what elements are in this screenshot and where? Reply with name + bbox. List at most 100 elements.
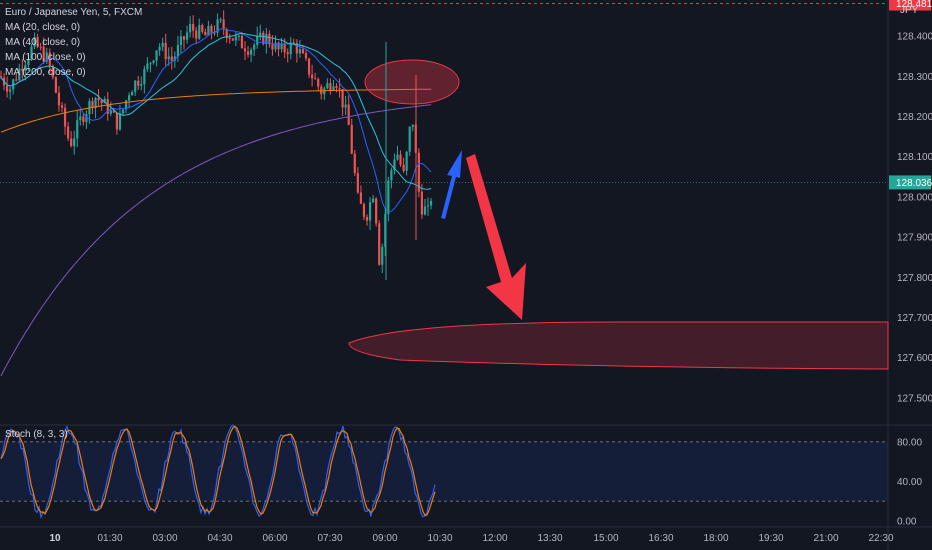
ma100-line [0,88,432,133]
candle-body [170,56,173,61]
candle-body [265,33,268,45]
candle-body [106,99,109,114]
candle-body [429,200,433,206]
time-tick-label: 22:30 [868,533,893,544]
candle-body [213,32,216,34]
candle-body [73,138,76,147]
candle-body [185,32,189,40]
candle-body [396,154,399,160]
candle-body [393,159,396,171]
candle-body [250,49,253,55]
resistance-ellipse [364,59,460,105]
candle-body [338,88,341,90]
candle-body [277,42,280,50]
candle-body [60,105,64,108]
stoch-tick-label: 0.00 [897,517,917,528]
candle-body [121,109,125,114]
price-tick-label: 128.000 [897,192,932,203]
candle-body [161,42,164,47]
candle-body [167,56,170,60]
candle-body [143,69,146,85]
candle-body [30,46,33,60]
price-tick-label: 128.200 [897,112,932,123]
stoch-tick-label: 80.00 [897,437,922,448]
candle-body [155,50,158,61]
price-tick-label: 128.100 [897,152,932,163]
candle-body [57,92,61,106]
legend-ma100: MA (100, close, 0) [5,52,86,63]
stoch-k-line [0,424,436,520]
candle-body [356,173,359,193]
candle-body [368,202,372,221]
candle-body [323,88,326,95]
candle-body [259,32,262,37]
candle-body [176,45,179,57]
candle-body [353,153,356,174]
last-price-label: 128.036 [896,178,932,189]
candle-body [97,97,100,101]
candle-body [85,114,88,123]
candle-body [91,101,94,109]
candle-body [329,83,332,91]
candle-body [256,36,259,45]
candle-body [192,24,195,31]
candle-body [210,25,213,33]
candle-body [405,151,408,171]
candle-body [274,42,277,50]
candle-body [420,191,423,215]
large-down-arrow [466,154,526,320]
candle-body [268,33,271,45]
last-price-tag [889,175,931,190]
candles [0,10,433,273]
price-tick-label: 127.600 [897,353,932,364]
candle-body [280,43,283,50]
candle-body [112,110,115,113]
time-tick-label: 04:30 [207,533,232,544]
candle-body [295,42,298,54]
candle-body [408,126,411,152]
candle-body [48,52,51,66]
candle-body [292,42,295,44]
candle-body [384,213,387,247]
stoch-tick-label: 40.00 [897,477,922,488]
time-tick-label: 07:30 [317,533,342,544]
candle-body [152,60,155,63]
candle-body [182,36,186,40]
candle-body [362,203,366,217]
time-tick-label: 13:30 [537,533,562,544]
candle-body [234,36,237,41]
legend-ma20: MA (20, close, 0) [5,22,81,33]
time-tick-label: 10:30 [427,533,452,544]
candle-body [298,49,301,54]
candle-body [134,80,137,92]
candle-body [140,84,143,86]
candle-body [237,35,240,37]
candle-body [262,32,265,45]
candle-body [387,180,390,214]
candle-body [146,63,149,70]
stoch-label: Stoch (8, 3, 3) [5,429,68,440]
candle-body [124,100,128,110]
candle-body [372,198,375,203]
candle-body [100,100,103,104]
candle-body [149,62,152,64]
candle-body [347,104,350,126]
legend-ma40: MA (40, close, 0) [5,37,81,48]
candle-body [332,86,335,91]
candle-body [45,52,48,62]
candle-body [195,30,198,39]
time-tick-label: 10 [49,533,61,544]
candle-body [326,83,329,89]
candle-body [304,53,308,59]
candle-body [179,36,183,46]
price-tick-label: 127.500 [897,393,932,404]
candle-body [63,107,67,127]
candle-body [399,154,402,165]
candle-body [228,37,231,39]
high-price-label: 128.481 [896,0,932,10]
candle-body [390,170,393,181]
legend-ma200: MA (200, close, 0) [5,67,86,78]
candle-body [381,246,384,265]
price-tick-label: 127.900 [897,233,932,244]
